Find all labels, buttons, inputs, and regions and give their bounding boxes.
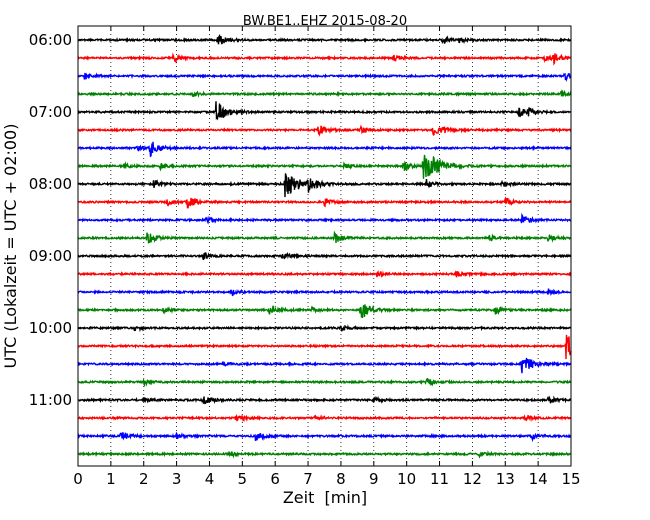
trace-0600 [77, 33, 572, 45]
y-tick-label: 11:00 [29, 391, 72, 409]
x-tick-label: 15 [561, 470, 580, 488]
y-tick-label: 09:00 [29, 247, 72, 265]
y-axis: 06:00 07:00 08:00 09:00 10:00 11:00 [29, 31, 571, 409]
x-tick-label: 2 [139, 470, 149, 488]
chart-title: BW.BE1..EHZ 2015-08-20 [243, 14, 407, 29]
trace-1145 [77, 450, 572, 459]
trace-0900 [77, 251, 572, 261]
trace-0630 [77, 72, 572, 82]
trace-0715 [77, 124, 572, 137]
trace-1130 [77, 431, 572, 443]
trace-1030 [77, 357, 572, 374]
y-tick-label: 06:00 [29, 31, 72, 49]
trace-0745 [77, 154, 572, 179]
x-axis: 0 1 2 3 4 5 6 7 8 9 10 11 12 13 14 15 [73, 26, 581, 488]
trace-0615 [77, 52, 572, 66]
x-tick-label: 7 [303, 470, 313, 488]
trace-0830 [77, 212, 572, 225]
x-tick-label: 6 [270, 470, 280, 488]
x-tick-label: 11 [430, 470, 449, 488]
trace-1015 [77, 334, 572, 360]
x-tick-label: 14 [529, 470, 548, 488]
y-tick-label: 07:00 [29, 103, 72, 121]
trace-0700 [77, 101, 572, 121]
x-tick-label: 5 [238, 470, 248, 488]
trace-1000 [77, 324, 572, 333]
trace-0930 [77, 288, 572, 297]
x-tick-label: 9 [369, 470, 379, 488]
trace-0800 [77, 173, 572, 198]
y-axis-label: UTC (Lokalzeit = UTC + 02:00) [1, 124, 20, 369]
x-tick-label: 10 [397, 470, 416, 488]
x-axis-label: Zeit [min] [283, 488, 367, 507]
trace-0815 [77, 196, 572, 209]
trace-1115 [77, 413, 572, 423]
trace-group [77, 33, 572, 459]
trace-1045 [77, 377, 572, 388]
x-tick-label: 1 [106, 470, 116, 488]
x-tick-label: 12 [463, 470, 482, 488]
trace-0645 [77, 89, 572, 98]
x-tick-label: 13 [496, 470, 515, 488]
x-tick-label: 4 [205, 470, 215, 488]
vertical-grid [110, 26, 539, 466]
trace-0945 [77, 304, 572, 319]
x-tick-label: 3 [172, 470, 182, 488]
y-tick-label: 10:00 [29, 319, 72, 337]
x-tick-label: 8 [336, 470, 346, 488]
trace-1100 [77, 395, 572, 405]
x-tick-label: 0 [73, 470, 83, 488]
trace-0730 [77, 141, 572, 158]
y-tick-label: 08:00 [29, 175, 72, 193]
trace-0915 [77, 270, 572, 279]
trace-0845 [77, 230, 572, 244]
plot-frame [77, 25, 572, 467]
